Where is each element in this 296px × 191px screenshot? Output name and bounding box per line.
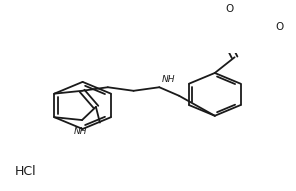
- Text: NH: NH: [161, 75, 175, 84]
- Text: NH: NH: [73, 127, 87, 136]
- Text: HCl: HCl: [15, 165, 36, 178]
- Text: O: O: [275, 22, 284, 32]
- Text: O: O: [226, 4, 234, 15]
